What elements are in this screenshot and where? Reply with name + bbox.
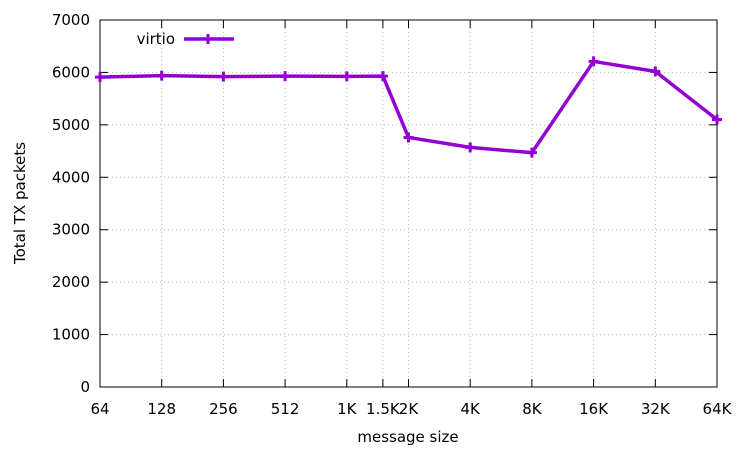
series-line-virtio	[99, 59, 719, 155]
x-axis-label: message size	[357, 428, 458, 446]
legend-label-virtio: virtio	[137, 30, 175, 48]
x-tick-label: 1.5K	[366, 400, 401, 418]
data-point-marker	[95, 72, 105, 83]
y-tick-label: 5000	[52, 116, 90, 134]
x-tick-label: 1K	[337, 400, 358, 418]
data-point-marker	[526, 147, 537, 158]
grid-lines	[100, 20, 717, 387]
data-point-marker	[218, 71, 229, 82]
y-tick-label: 1000	[52, 326, 90, 344]
y-axis: 0 1000 2000 3000 4000 5000 6000 7000	[52, 11, 717, 396]
data-point-marker	[341, 71, 352, 82]
y-axis-label: Total TX packets	[11, 142, 29, 265]
y-tick-label: 7000	[52, 11, 90, 29]
data-point-marker	[403, 132, 414, 143]
data-point-marker	[712, 114, 722, 125]
data-point-marker	[280, 71, 291, 82]
data-point-marker	[588, 56, 599, 67]
x-tick-label: 8K	[522, 400, 543, 418]
x-tick-label: 64K	[703, 400, 733, 418]
x-tick-label: 2K	[399, 400, 420, 418]
series-group	[95, 56, 722, 158]
data-point-marker	[650, 66, 661, 77]
data-point-marker	[465, 142, 476, 153]
x-tick-label: 16K	[579, 400, 609, 418]
y-tick-label: 3000	[52, 221, 90, 239]
x-axis: 64 128 256 512 1K 1.5K 2K 4K 8K 16K 32K 64K	[90, 20, 733, 418]
x-tick-label: 512	[271, 400, 300, 418]
x-tick-label: 32K	[641, 400, 671, 418]
legend-marker-virtio	[203, 34, 213, 44]
y-tick-label: 2000	[52, 273, 90, 291]
y-tick-label: 0	[80, 378, 90, 396]
x-tick-label: 64	[90, 400, 109, 418]
legend: virtio	[137, 30, 234, 48]
data-point-marker	[377, 71, 388, 82]
y-tick-label: 4000	[52, 168, 90, 186]
x-tick-label: 4K	[461, 400, 482, 418]
y-tick-label: 6000	[52, 63, 90, 81]
x-tick-label: 256	[209, 400, 238, 418]
data-point-marker	[156, 70, 167, 81]
x-tick-label: 128	[147, 400, 176, 418]
